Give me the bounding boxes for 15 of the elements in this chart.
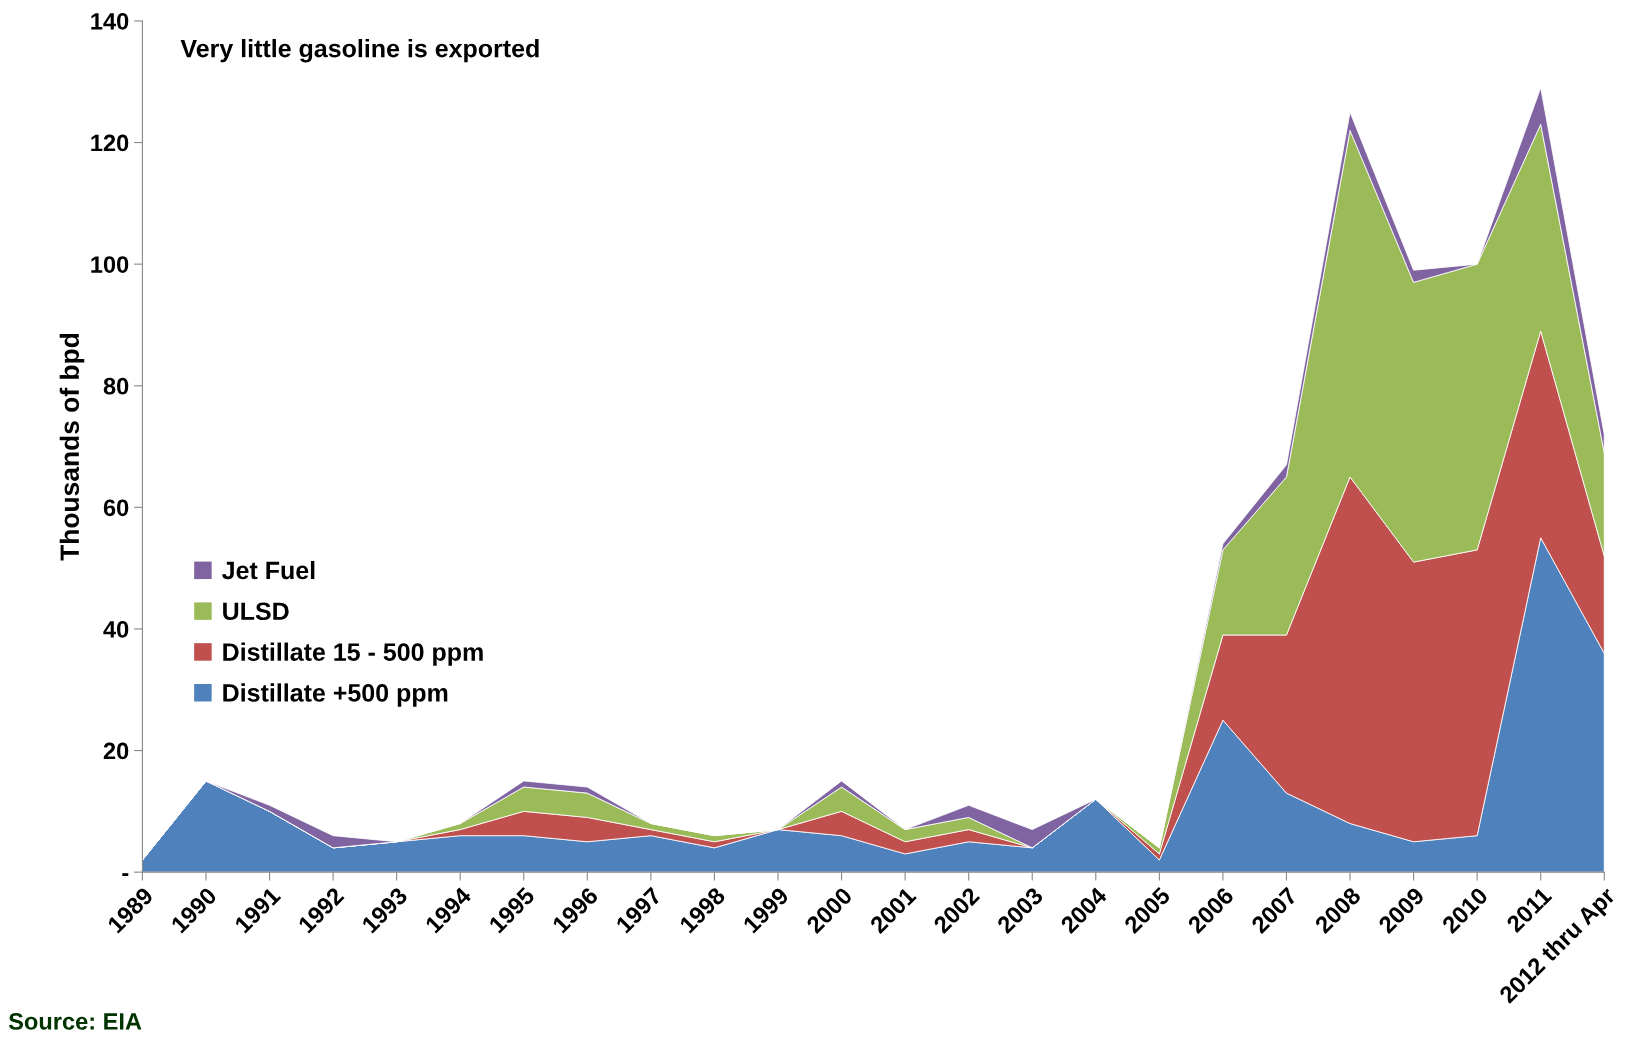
legend-label: Distillate +500 ppm — [223, 683, 448, 707]
legend-label: Distillate 15 - 500 ppm — [223, 642, 483, 666]
y-tick-label: 20 — [103, 742, 129, 760]
y-tick-label: 60 — [103, 499, 129, 517]
y-tick-label: 140 — [91, 13, 129, 30]
text: Very little gasoline is exported — [180, 39, 539, 63]
legend-label: Jet Fuel — [222, 560, 315, 580]
source-note: Source: EIA — [8, 1013, 142, 1030]
y-tick-label: 100 — [91, 256, 129, 273]
y-tick-label: 40 — [103, 621, 129, 638]
y-tick-label: 80 — [103, 377, 129, 395]
y-tick-label: 120 — [91, 134, 129, 152]
legend-label: ULSD — [223, 602, 289, 621]
y-axis-title: Thousands of bpd — [59, 333, 85, 561]
y-tick-label: - — [122, 873, 129, 876]
